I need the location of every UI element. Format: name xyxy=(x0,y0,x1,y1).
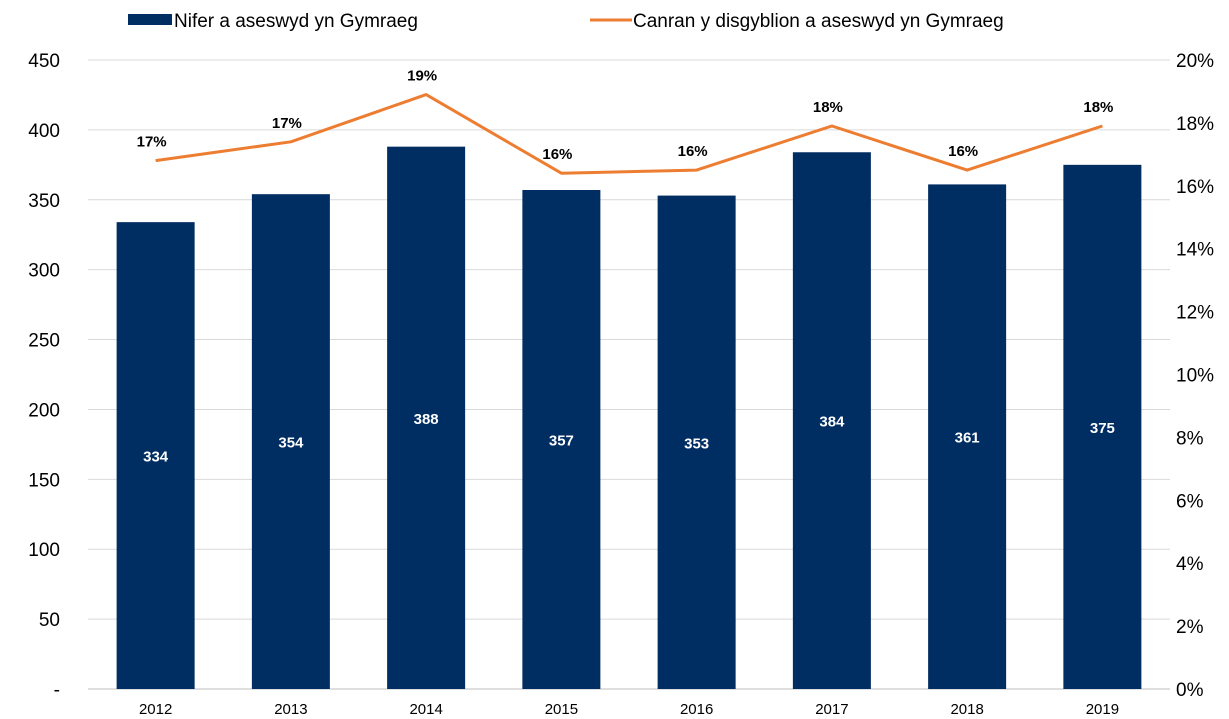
y-right-tick-label: 8% xyxy=(1176,428,1204,449)
bar-value-label: 384 xyxy=(819,414,845,431)
bar-value-label: 334 xyxy=(143,449,169,466)
bar-value-label: 354 xyxy=(278,435,304,452)
bar xyxy=(251,194,330,690)
legend-label-bar: Nifer a aseswyd yn Gymraeg xyxy=(174,11,418,32)
y-right-tick-label: 18% xyxy=(1176,114,1214,135)
y-right-tick-label: 10% xyxy=(1176,366,1214,387)
x-tick-label: 2016 xyxy=(680,701,713,718)
y-left-tick-label: 100 xyxy=(28,540,60,561)
line-value-label: 16% xyxy=(948,143,978,160)
bar xyxy=(928,184,1007,689)
line-path xyxy=(155,93,1103,175)
line-value-label: 16% xyxy=(678,143,708,160)
y-left-tick-label: 450 xyxy=(28,51,60,72)
y-right-tick-label: 0% xyxy=(1176,680,1204,701)
bar xyxy=(116,222,195,690)
line-value-label: 16% xyxy=(542,146,572,163)
y-left-tick-label: 350 xyxy=(28,191,60,212)
x-tick-label: 2017 xyxy=(815,701,848,718)
y-right-tick-label: 6% xyxy=(1176,491,1204,512)
bar xyxy=(657,195,736,689)
y-right-tick-label: 14% xyxy=(1176,240,1214,261)
x-tick-label: 2015 xyxy=(545,701,578,718)
y-right-tick-label: 16% xyxy=(1176,177,1214,198)
y-left-tick-label: 200 xyxy=(28,400,60,421)
bar xyxy=(387,146,466,689)
y-left-tick-label: 50 xyxy=(39,610,60,631)
y-left-tick-label: 250 xyxy=(28,331,60,352)
line-series: 17% 17% 19% 16% 16% 18% 16% 18% xyxy=(137,68,1113,175)
bar xyxy=(522,189,601,689)
legend-label-line: Canran y disgyblion a aseswyd yn Gymraeg xyxy=(633,11,1004,32)
bar-value-label: 357 xyxy=(549,432,574,449)
legend: Nifer a aseswyd yn Gymraeg Canran y disg… xyxy=(128,11,1004,32)
y-axis-left: - 50 100 150 200 250 300 350 400 450 xyxy=(28,51,60,701)
y-right-tick-label: 12% xyxy=(1176,303,1214,324)
legend-swatch-bar xyxy=(128,14,172,25)
bar-series: 334 354 388 357 353 384 361 375 xyxy=(116,146,1142,690)
x-tick-label: 2019 xyxy=(1086,701,1119,718)
line-value-label: 19% xyxy=(407,68,437,85)
y-right-tick-label: 4% xyxy=(1176,554,1204,575)
gridlines xyxy=(88,59,1170,690)
bar-value-label: 375 xyxy=(1090,420,1115,437)
x-tick-label: 2014 xyxy=(409,701,442,718)
x-axis: 2012 2013 2014 2015 2016 2017 2018 2019 xyxy=(139,701,1119,718)
line-value-label: 17% xyxy=(272,115,302,132)
bar-value-label: 361 xyxy=(955,430,980,447)
y-right-tick-label: 20% xyxy=(1176,51,1214,72)
line-value-label: 18% xyxy=(1083,99,1113,116)
x-tick-label: 2018 xyxy=(950,701,983,718)
bar-value-label: 353 xyxy=(684,435,709,452)
x-tick-label: 2013 xyxy=(274,701,307,718)
y-left-tick-label: 150 xyxy=(28,470,60,491)
y-left-tick-label: 300 xyxy=(28,261,60,282)
y-left-tick-label: - xyxy=(54,680,60,701)
y-left-tick-label: 400 xyxy=(28,121,60,142)
y-axis-right: 0% 2% 4% 6% 8% 10% 12% 14% 16% 18% 20% xyxy=(1176,51,1214,701)
x-tick-label: 2012 xyxy=(139,701,172,718)
y-right-tick-label: 2% xyxy=(1176,617,1204,638)
line-value-label: 17% xyxy=(137,134,167,151)
bar xyxy=(1063,164,1142,690)
bar-value-label: 388 xyxy=(414,411,439,428)
line-value-label: 18% xyxy=(813,99,843,116)
bar xyxy=(792,152,871,690)
